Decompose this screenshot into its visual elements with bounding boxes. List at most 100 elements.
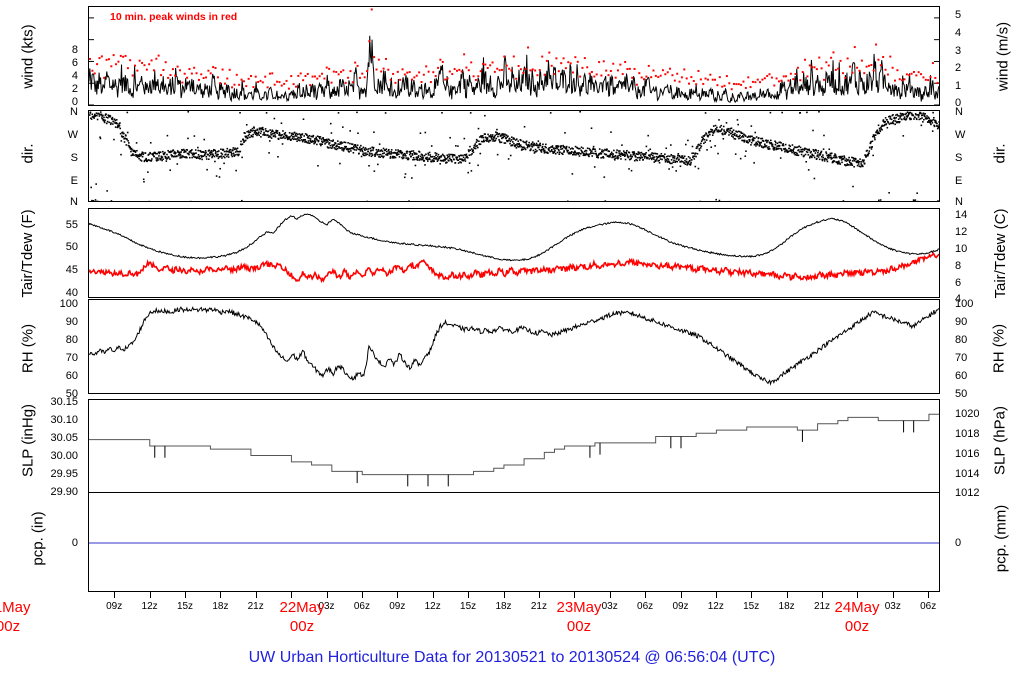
x-tickmark	[114, 592, 116, 598]
x-day-label-23may: 23May 00z	[556, 599, 602, 635]
dir-right-tick-n-top: N	[955, 106, 963, 118]
wind-right-tick-0: 0	[955, 97, 962, 109]
x-tick-label: 12z	[424, 601, 441, 612]
rh-tick-90: 90	[65, 316, 78, 328]
x-tickmark	[574, 592, 576, 598]
x-tick-label: 03z	[601, 601, 618, 612]
pcp-tick-0: 0	[71, 537, 78, 549]
x-tickmark	[326, 592, 328, 598]
x-tickmark	[361, 592, 363, 598]
x-tickmark	[432, 592, 434, 598]
x-tick-label: 06z	[637, 601, 654, 612]
x-tick-label: 03z	[318, 601, 335, 612]
x-tickmark	[468, 592, 470, 598]
x-tickmark	[255, 592, 257, 598]
wind-right-tick-2: 2	[955, 62, 962, 74]
x-tick-label: 18z	[495, 601, 512, 612]
x-tick-label: 03z	[884, 601, 901, 612]
slp-panel	[88, 399, 940, 493]
dir-tick-e: E	[70, 175, 78, 187]
dir-right-tick-e: E	[955, 175, 963, 187]
slp-tick-2995: 29.95	[50, 468, 78, 480]
wind-right-tick-4: 4	[955, 27, 962, 39]
dir-panel	[88, 110, 940, 202]
wind-annotation: 10 min. peak winds in red	[110, 11, 238, 23]
x-tick-label: 15z	[460, 601, 477, 612]
slp-right-tick-1012: 1012	[955, 487, 980, 499]
x-tick-label: 21z	[530, 601, 547, 612]
wind-right-axis-label: wind (m/s)	[994, 21, 1012, 92]
dir-right-tick-n-bottom: N	[955, 196, 963, 208]
x-tickmark	[220, 592, 222, 598]
rh-right-tick-90: 90	[955, 316, 968, 328]
wind-tick-8: 8	[71, 44, 78, 56]
x-tickmark	[680, 592, 682, 598]
rh-panel	[88, 299, 940, 394]
x-tickmark	[645, 592, 647, 598]
x-tickmark	[786, 592, 788, 598]
wind-left-axis-label: wind (kts)	[19, 24, 37, 89]
dir-tick-n-top: N	[70, 106, 78, 118]
x-tick-label: 09z	[672, 601, 689, 612]
pcp-panel	[88, 492, 940, 592]
wind-right-tick-3: 3	[955, 45, 962, 57]
slp-right-tick-1014: 1014	[955, 468, 980, 480]
x-day-label-21may: 21May00z	[0, 599, 31, 635]
x-tickmark	[609, 592, 611, 598]
x-tickmark	[751, 592, 753, 598]
x-tick-label: 09z	[106, 601, 123, 612]
dir-right-axis-label: dir.	[991, 143, 1009, 164]
wind-tick-6: 6	[71, 57, 78, 69]
temp-tick-50: 50	[65, 241, 78, 253]
rh-right-axis-label: RH (%)	[990, 323, 1008, 374]
pcp-left-axis-label: pcp. (in)	[29, 511, 47, 566]
temp-tick-55: 55	[65, 219, 78, 231]
wind-tick-2: 2	[71, 83, 78, 95]
x-tick-label: 15z	[176, 601, 194, 612]
wind-tick-4: 4	[71, 70, 78, 82]
rh-right-tick-80: 80	[955, 334, 968, 346]
x-tick-label: 06z	[920, 601, 937, 612]
x-tickmark	[185, 592, 186, 598]
temp-right-tick-10: 10	[955, 243, 968, 255]
wind-tick-0: 0	[71, 96, 78, 108]
x-tickmark	[538, 592, 540, 598]
wind-panel	[88, 6, 940, 106]
rh-right-tick-60: 60	[955, 370, 968, 382]
slp-tick-3000: 30.00	[50, 450, 78, 462]
x-tickmark	[857, 592, 859, 598]
x-tickmark	[149, 592, 151, 598]
dir-tick-n-bottom: N	[70, 196, 78, 208]
x-tick-label: 21z	[247, 601, 264, 612]
x-tickmark	[928, 592, 930, 598]
dir-left-axis-label: dir.	[19, 143, 37, 164]
rh-right-tick-100: 100	[955, 298, 974, 310]
x-tick-label: 09z	[389, 601, 406, 612]
slp-right-tick-1016: 1016	[955, 448, 980, 460]
temp-right-tick-6: 6	[955, 277, 962, 289]
slp-right-tick-1020: 1020	[955, 408, 980, 420]
temp-right-axis-label: Tair/Tdew (C)	[992, 208, 1009, 299]
rh-tick-70: 70	[65, 352, 78, 364]
x-day-label-24may: 24May 00z	[834, 599, 880, 635]
x-tick-label: 18z	[778, 601, 795, 612]
x-tick-label: 21z	[813, 601, 831, 612]
x-tickmark	[892, 592, 894, 598]
rh-tick-60: 60	[65, 370, 78, 382]
x-tickmark	[291, 592, 293, 598]
slp-right-tick-1018: 1018	[955, 428, 980, 440]
rh-tick-50: 50	[65, 388, 78, 400]
rh-left-axis-label: RH (%)	[19, 323, 37, 374]
dir-tick-w: W	[67, 129, 78, 141]
pcp-right-axis-label: pcp. (mm)	[992, 504, 1010, 573]
x-tick-label: 15z	[743, 601, 760, 612]
chart-title: UW Urban Horticulture Data for 20130521 …	[248, 649, 776, 666]
pcp-right-tick-0: 0	[955, 537, 962, 549]
dir-right-tick-s: S	[955, 152, 963, 164]
temp-right-tick-12: 12	[955, 226, 968, 238]
dir-right-tick-w: W	[955, 129, 966, 141]
slp-tick-2990: 29.90	[50, 486, 78, 498]
temp-panel	[88, 208, 940, 298]
temp-left-axis-label: Tair/Tdew (F)	[19, 209, 36, 298]
